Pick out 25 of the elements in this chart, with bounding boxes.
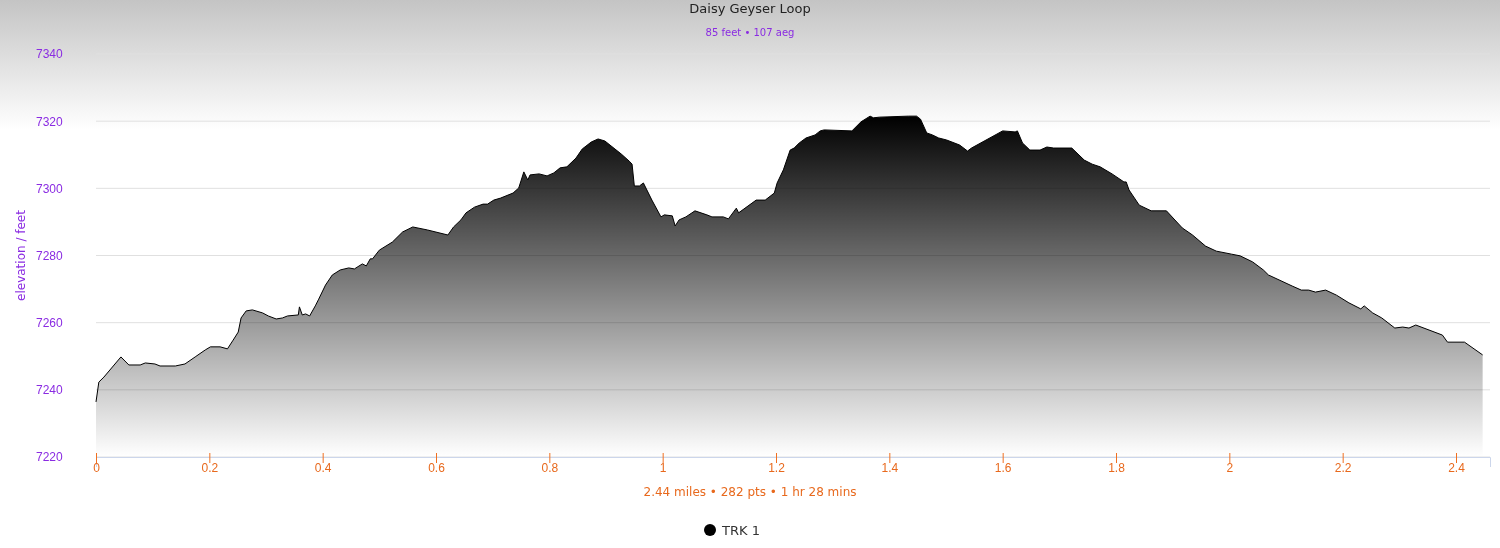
y-axis-title: elevation / feet [14,209,28,301]
x-tick-label: 1.4 [881,461,899,476]
y-tick-label: 7280 [36,248,64,263]
x-tick-label: 0.4 [314,461,332,476]
legend-label: TRK 1 [721,522,760,538]
x-tick-label: 2.2 [1334,461,1352,476]
chart-subtitle: 85 feet • 107 aeg [705,27,795,38]
y-tick-label: 7240 [36,383,64,398]
y-tick-label: 7300 [36,181,64,196]
x-tick-label: 0.6 [428,461,446,476]
x-tick-label: 1.6 [994,461,1012,476]
y-tick-label: 7340 [36,47,64,62]
x-tick-label: 0 [93,461,101,476]
x-tick-label: 1 [659,461,667,476]
x-tick-label: 0.2 [201,461,219,476]
y-tick-label: 7260 [36,316,64,331]
y-tick-label: 7320 [36,114,64,129]
y-tick-label: 7220 [36,450,64,465]
x-tick-label: 2 [1226,461,1234,476]
text: 2.44 miles • 282 pts • 1 hr 28 mins [643,485,857,499]
x-tick-label: 1.2 [768,461,786,476]
x-tick-label: 0.8 [541,461,559,476]
x-tick-label: 2.4 [1448,461,1466,476]
x-tick-label: 1.8 [1108,461,1126,476]
chart-title: Daisy Geyser Loop [689,1,811,16]
